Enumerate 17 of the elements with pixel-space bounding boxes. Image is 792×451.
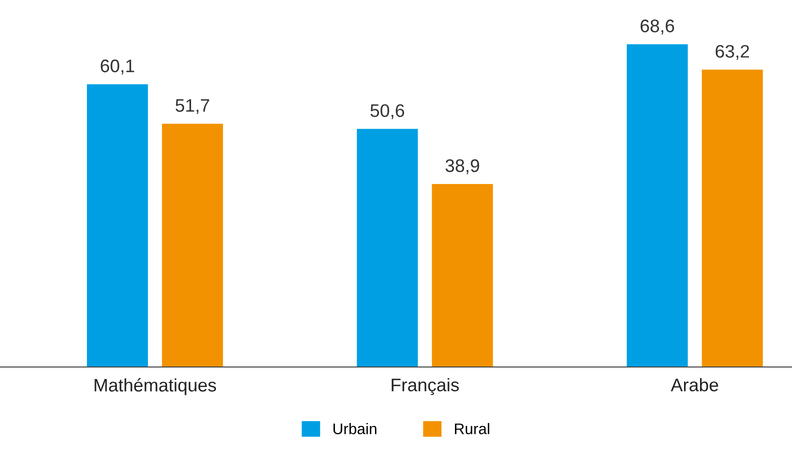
x-tick-label: Mathématiques xyxy=(94,378,216,396)
data-label: 68,6 xyxy=(640,20,674,34)
bar xyxy=(162,124,223,367)
bar xyxy=(432,184,493,367)
x-tick-label: Arabe xyxy=(670,378,718,392)
legend-label: Urbain xyxy=(334,423,376,434)
bar xyxy=(702,70,763,367)
data-label: 51,7 xyxy=(176,99,210,114)
bar xyxy=(86,84,148,367)
data-label: 63,2 xyxy=(716,44,750,60)
data-label: 38,9 xyxy=(446,159,480,174)
x-tick-label: Français xyxy=(392,378,459,396)
data-label: 50,6 xyxy=(370,104,404,120)
data-label: 60,1 xyxy=(100,60,134,74)
legend-label: Rural xyxy=(454,423,490,434)
bar xyxy=(356,128,418,367)
bar xyxy=(626,44,688,367)
